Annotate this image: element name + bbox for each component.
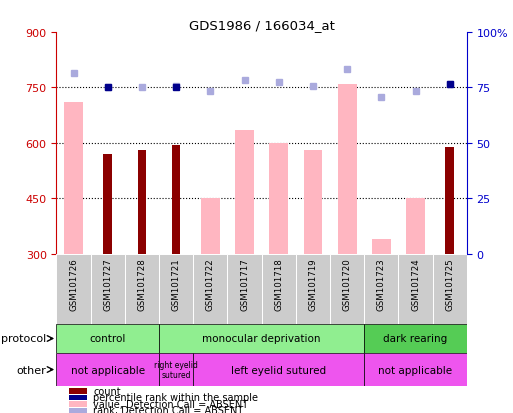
Text: GSM101721: GSM101721 xyxy=(172,258,181,310)
Text: count: count xyxy=(93,386,121,396)
Bar xyxy=(159,324,364,353)
Bar xyxy=(64,103,83,254)
Bar xyxy=(269,143,288,254)
Bar xyxy=(445,147,454,254)
Bar xyxy=(330,254,364,324)
Bar xyxy=(296,254,330,324)
Bar xyxy=(372,239,391,254)
Text: percentile rank within the sample: percentile rank within the sample xyxy=(93,392,259,402)
Text: GSM101720: GSM101720 xyxy=(343,258,351,310)
Bar xyxy=(193,353,364,386)
Text: GSM101722: GSM101722 xyxy=(206,258,215,310)
Bar xyxy=(193,254,227,324)
Bar xyxy=(399,254,432,324)
Text: protocol: protocol xyxy=(1,334,46,344)
Bar xyxy=(56,353,159,386)
Text: rank, Detection Call = ABSENT: rank, Detection Call = ABSENT xyxy=(93,405,244,413)
Text: value, Detection Call = ABSENT: value, Detection Call = ABSENT xyxy=(93,399,248,409)
Text: GSM101719: GSM101719 xyxy=(308,258,318,310)
Text: dark rearing: dark rearing xyxy=(383,334,448,344)
Text: GSM101717: GSM101717 xyxy=(240,258,249,310)
Text: GSM101723: GSM101723 xyxy=(377,258,386,310)
Bar xyxy=(432,254,467,324)
Text: not applicable: not applicable xyxy=(379,365,452,375)
Bar xyxy=(406,199,425,254)
Bar xyxy=(201,199,220,254)
Bar xyxy=(69,408,87,413)
Text: GSM101725: GSM101725 xyxy=(445,258,454,310)
Text: other: other xyxy=(16,365,46,375)
Bar xyxy=(172,145,181,254)
Text: GSM101726: GSM101726 xyxy=(69,258,78,310)
Bar xyxy=(262,254,296,324)
Bar xyxy=(364,324,467,353)
Bar xyxy=(227,254,262,324)
Text: GSM101718: GSM101718 xyxy=(274,258,283,310)
Bar xyxy=(364,254,399,324)
Text: GSM101727: GSM101727 xyxy=(103,258,112,310)
Bar xyxy=(56,324,159,353)
Bar xyxy=(91,254,125,324)
Bar xyxy=(338,85,357,254)
Bar xyxy=(69,401,87,406)
Text: GSM101728: GSM101728 xyxy=(137,258,146,310)
Title: GDS1986 / 166034_at: GDS1986 / 166034_at xyxy=(189,19,334,32)
Bar xyxy=(304,151,322,254)
Bar xyxy=(69,395,87,400)
Text: not applicable: not applicable xyxy=(71,365,145,375)
Bar xyxy=(159,353,193,386)
Bar xyxy=(56,254,91,324)
Text: monocular deprivation: monocular deprivation xyxy=(203,334,321,344)
Text: control: control xyxy=(90,334,126,344)
Text: right eyelid
sutured: right eyelid sutured xyxy=(154,360,198,379)
Bar xyxy=(69,388,87,394)
Text: GSM101724: GSM101724 xyxy=(411,258,420,310)
Bar xyxy=(125,254,159,324)
Bar xyxy=(235,131,254,254)
Bar xyxy=(104,154,112,254)
Bar xyxy=(364,353,467,386)
Text: left eyelid sutured: left eyelid sutured xyxy=(231,365,326,375)
Bar xyxy=(159,254,193,324)
Bar xyxy=(137,151,146,254)
